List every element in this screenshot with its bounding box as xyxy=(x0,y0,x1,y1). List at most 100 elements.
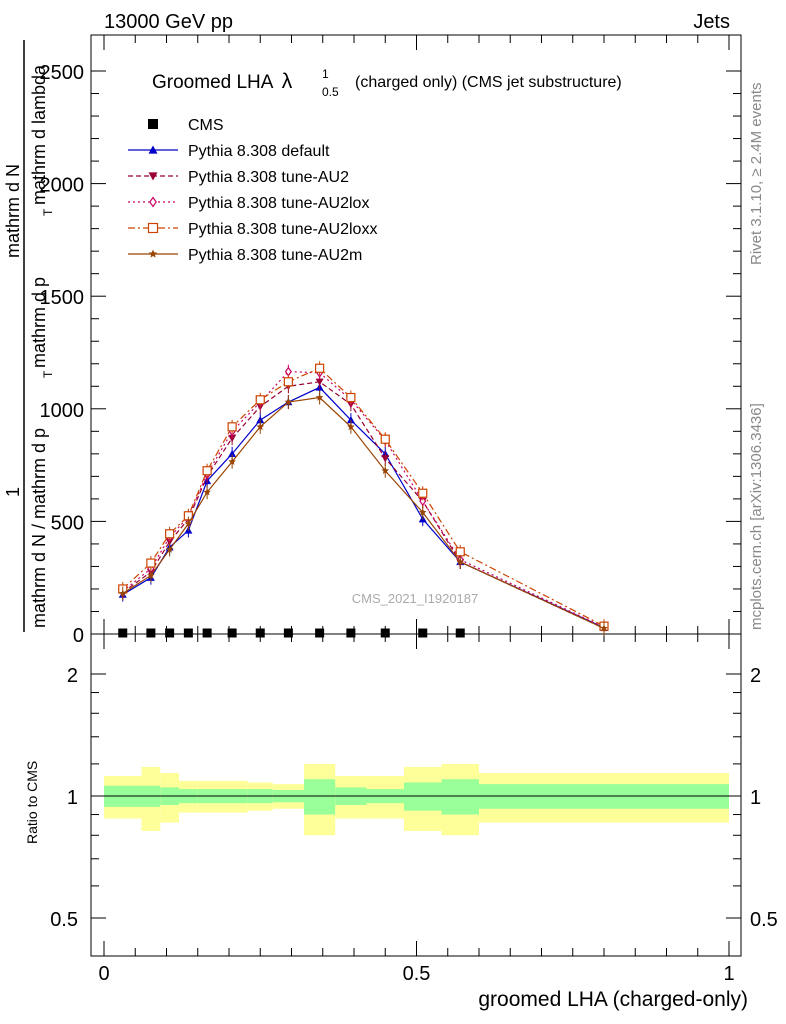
series-point xyxy=(315,363,325,373)
series-point xyxy=(256,416,265,424)
series-point xyxy=(284,398,293,406)
header-jets: Jets xyxy=(693,11,730,33)
series-point xyxy=(346,416,355,424)
rivet-label: Rivet 3.1.10, ≥ 2.4M events xyxy=(748,83,765,266)
series-point xyxy=(227,422,237,432)
main-axis-ticks: 0 500 1000 1500 2000 2500 0 0.5 1 xyxy=(40,35,741,985)
cms-point xyxy=(380,628,390,638)
main-ytick-label: 1000 xyxy=(40,400,85,422)
series-point xyxy=(256,422,265,431)
ratio-axis-ticks: 0.5 0.5 1 1 2 2 xyxy=(50,665,778,931)
chart-title-text: Groomed LHA xyxy=(152,72,274,93)
chart-title: Groomed LHA λ xyxy=(152,70,293,93)
xlabel: groomed LHA (charged-only) xyxy=(478,988,748,1011)
series-point xyxy=(147,571,155,579)
cms-point xyxy=(346,628,356,638)
ylabel-tail: mathrm d p xyxy=(29,277,49,368)
header-energy: 13000 GeV pp xyxy=(104,11,233,33)
cms-point xyxy=(255,628,265,638)
chart-title-suffix: (charged only) (CMS jet substructure) xyxy=(355,74,622,91)
mcplots-label: mcplots.cern.ch [arXiv:1306.3436] xyxy=(748,403,765,630)
legend-label: Pythia 8.308 default xyxy=(188,143,330,160)
cms-point xyxy=(183,628,193,638)
cms-point xyxy=(418,628,428,638)
series-5 xyxy=(118,390,608,636)
series-point xyxy=(381,455,390,463)
legend: CMS Pythia 8.308 default Pythia 8.308 tune… xyxy=(128,117,377,264)
series-point xyxy=(419,496,427,507)
analysis-watermark: CMS_2021_I1920187 xyxy=(352,591,479,606)
ylabel-sub: T xyxy=(41,370,55,378)
legend-label: CMS xyxy=(188,117,224,134)
series-layer xyxy=(118,361,609,638)
legend-label: Pythia 8.308 tune-AU2loxx xyxy=(188,221,377,238)
series-point xyxy=(380,434,390,444)
series-point xyxy=(228,457,236,465)
series-point xyxy=(600,624,608,632)
cms-point xyxy=(148,119,158,129)
series-point xyxy=(381,466,390,474)
ratio-band-inner xyxy=(404,782,442,811)
legend-label: Pythia 8.308 tune-AU2 xyxy=(188,169,349,186)
cms-point xyxy=(283,628,293,638)
ratio-xtick-label: 1 xyxy=(723,963,734,985)
series-line xyxy=(122,396,605,629)
series-point xyxy=(165,545,174,553)
legend-label: Pythia 8.308 tune-AU2m xyxy=(188,247,362,264)
legend-item: CMS xyxy=(148,117,224,134)
series-point xyxy=(418,508,427,516)
main-ytick-label: 2500 xyxy=(40,62,85,84)
series-point xyxy=(346,392,356,403)
ylabel-tail-sub: T xyxy=(41,208,55,216)
series-point xyxy=(347,422,355,431)
series-point xyxy=(202,466,212,476)
ratio-ytick-label-right: 0.5 xyxy=(750,909,778,931)
series-point xyxy=(315,378,324,386)
chart-title-sup: 1 xyxy=(322,67,329,81)
ratio-ytick-label: 0.5 xyxy=(50,909,78,931)
ratio-band-inner xyxy=(441,779,479,815)
cms-point xyxy=(455,628,465,638)
legend-item: Pythia 8.308 default xyxy=(128,143,330,160)
series-point xyxy=(418,488,428,498)
series-point xyxy=(184,519,193,527)
series-point xyxy=(148,172,158,181)
ratio-xtick-label: 0 xyxy=(98,963,109,985)
legend-label: Pythia 8.308 tune-AU2lox xyxy=(188,195,369,212)
chart-title-symbol: λ xyxy=(282,70,293,93)
ratio-ytick-label: 1 xyxy=(67,787,78,809)
series-point xyxy=(255,395,265,405)
cms-point xyxy=(165,628,175,638)
cms-point xyxy=(202,628,212,638)
cms-point xyxy=(118,628,128,638)
chart-title-sub: 0.5 xyxy=(322,85,339,99)
main-ytick-label: 1500 xyxy=(40,287,85,309)
ylabel-numerator: mathrm d N xyxy=(3,164,23,258)
series-point xyxy=(118,589,127,597)
ratio-ylabel: Ratio to CMS xyxy=(24,761,40,844)
series-point xyxy=(148,249,158,258)
series-point xyxy=(203,488,211,496)
series-point xyxy=(165,529,175,539)
series-point xyxy=(456,557,465,566)
cms-point xyxy=(227,628,237,638)
series-point xyxy=(146,558,156,568)
series-point xyxy=(148,145,158,154)
series-point xyxy=(228,434,237,443)
series-point xyxy=(228,449,237,458)
series-point xyxy=(315,393,324,401)
legend-item: Pythia 8.308 tune-AU2loxx xyxy=(128,221,377,238)
cms-point xyxy=(146,628,156,638)
main-ylabel: 1 mathrm d N mathrm d N / mathrm d p T m… xyxy=(3,40,55,632)
ratio-bands xyxy=(104,763,729,836)
ratio-ytick-label-right: 2 xyxy=(750,665,761,687)
series-point xyxy=(147,222,159,234)
legend-item: Pythia 8.308 tune-AU2 xyxy=(128,169,349,186)
main-ytick-label: 0 xyxy=(73,625,84,647)
legend-item: Pythia 8.308 tune-AU2lox xyxy=(128,195,369,212)
ylabel-one: 1 xyxy=(3,487,23,497)
series-point xyxy=(283,377,293,387)
series-line xyxy=(122,367,605,627)
main-ytick-label: 2000 xyxy=(40,175,85,197)
